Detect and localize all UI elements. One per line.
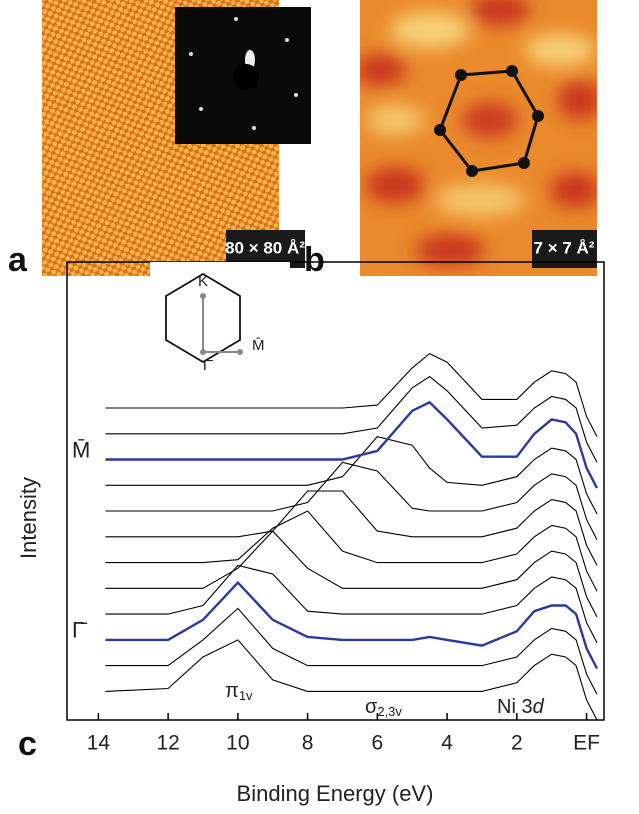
annotation-sub: 2,3v bbox=[377, 704, 402, 719]
spectrum bbox=[105, 530, 598, 618]
annotation: σ2,3v bbox=[365, 696, 402, 719]
hexagon-vertices bbox=[434, 65, 544, 177]
leed-spots bbox=[189, 17, 298, 130]
curve-label: M̄ bbox=[72, 437, 90, 462]
bz-inset-bg bbox=[150, 262, 290, 386]
x-tick-label: 6 bbox=[372, 732, 384, 755]
spectrum bbox=[105, 564, 598, 643]
x-tick-label: 2 bbox=[511, 732, 523, 755]
spectrum bbox=[105, 510, 598, 592]
y-axis-title: Intensity bbox=[16, 477, 41, 559]
x-tick-label: 10 bbox=[226, 732, 249, 755]
annotation: Ni 3d bbox=[497, 696, 545, 718]
panel-label: a bbox=[8, 241, 28, 279]
annotation: π1v bbox=[225, 680, 253, 703]
x-tick-label: EF bbox=[573, 732, 600, 755]
panel-label: c bbox=[18, 725, 37, 763]
plot-frame bbox=[66, 261, 605, 721]
annotation-text: π bbox=[225, 680, 239, 702]
x-tick-label: 8 bbox=[302, 732, 314, 755]
x-tick-label: 12 bbox=[156, 732, 179, 755]
annotation-sub: 1v bbox=[239, 688, 253, 703]
annotation-text: Ni 3 bbox=[497, 696, 533, 718]
bz-label: K̄ bbox=[198, 273, 208, 290]
annotation-text: σ bbox=[365, 696, 378, 718]
spectrum bbox=[105, 400, 599, 489]
x-tick-label: 4 bbox=[441, 732, 453, 755]
spectrum bbox=[105, 352, 598, 437]
spectrum bbox=[105, 461, 598, 540]
annotation-em: d bbox=[533, 696, 545, 718]
bz-points bbox=[200, 293, 243, 355]
spectrum bbox=[105, 375, 598, 463]
spectrum bbox=[105, 490, 598, 566]
spectrum bbox=[105, 580, 599, 670]
spectrum bbox=[105, 435, 598, 515]
scale-label: 7 × 7 Å² bbox=[534, 238, 595, 257]
x-tick-label: 14 bbox=[87, 732, 111, 755]
spectrum bbox=[105, 607, 598, 695]
beam-stop bbox=[233, 64, 259, 90]
x-axis-title: Binding Energy (eV) bbox=[237, 781, 434, 806]
bz-label: Γ̄ bbox=[203, 357, 213, 374]
curve-label: Γ̄ bbox=[72, 618, 87, 643]
panel-label: b bbox=[304, 241, 325, 279]
bz-label: M̄ bbox=[252, 337, 265, 354]
scale-label: 80 × 80 Å² bbox=[225, 238, 305, 257]
spectrum bbox=[105, 639, 598, 721]
brillouin-zone bbox=[165, 272, 241, 364]
